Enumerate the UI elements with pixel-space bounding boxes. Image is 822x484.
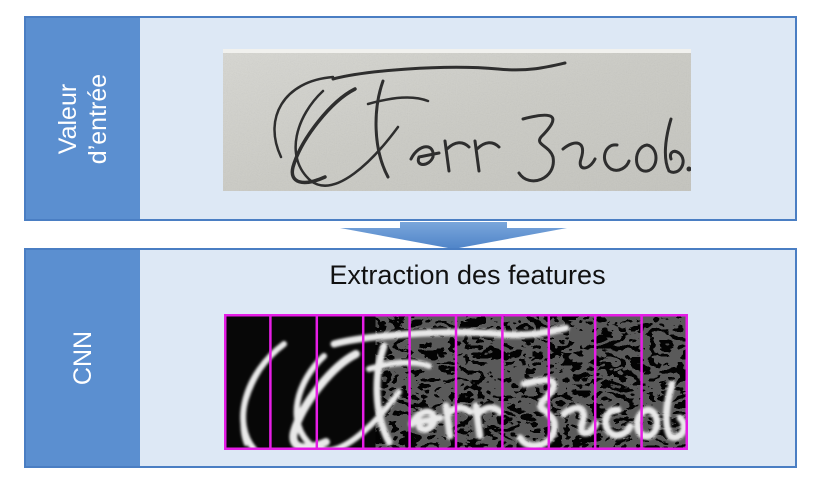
cnn-feature-map-image (224, 314, 688, 450)
feature-extraction-title: Extraction des features (329, 260, 606, 290)
handwriting-input-image (223, 49, 691, 191)
feature-segment-grid (224, 314, 688, 450)
cnn-side-label: CNN (26, 250, 140, 466)
input-label-text: Valeur d’entrée (54, 73, 112, 164)
cnn-panel: CNN Extraction des features (24, 248, 797, 468)
cnn-label-text: CNN (69, 330, 97, 386)
input-panel: Valeur d’entrée (24, 16, 797, 221)
down-arrow-icon (340, 222, 567, 249)
input-side-label: Valeur d’entrée (26, 18, 140, 219)
